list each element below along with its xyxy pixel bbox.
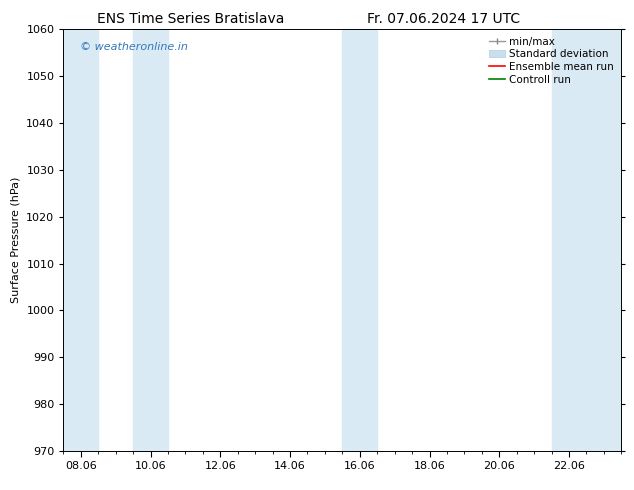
Text: ENS Time Series Bratislava: ENS Time Series Bratislava xyxy=(96,12,284,26)
Bar xyxy=(63,29,98,451)
Bar xyxy=(552,29,621,451)
Text: Fr. 07.06.2024 17 UTC: Fr. 07.06.2024 17 UTC xyxy=(367,12,521,26)
Bar xyxy=(342,29,377,451)
Y-axis label: Surface Pressure (hPa): Surface Pressure (hPa) xyxy=(11,177,21,303)
Text: © weatheronline.in: © weatheronline.in xyxy=(80,42,188,52)
Legend: min/max, Standard deviation, Ensemble mean run, Controll run: min/max, Standard deviation, Ensemble me… xyxy=(488,35,616,87)
Bar xyxy=(133,29,168,451)
